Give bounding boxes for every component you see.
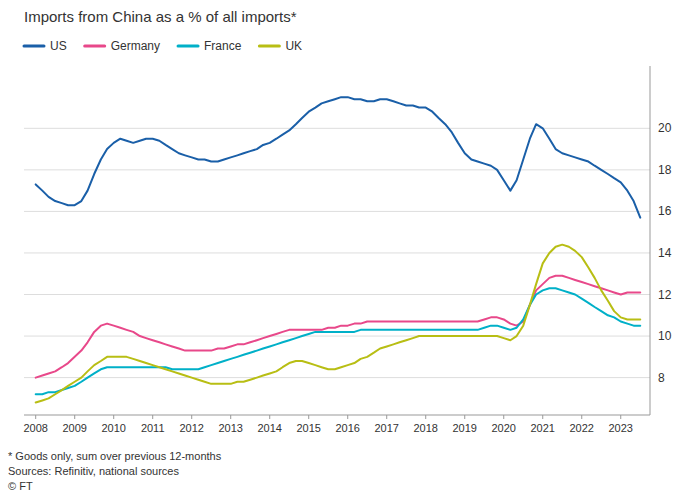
legend-label: France [204, 39, 242, 53]
grid-line [24, 211, 650, 212]
legend-item: UK [259, 39, 302, 53]
x-tick [191, 415, 192, 419]
x-tick-label: 2016 [335, 422, 359, 434]
x-tick [425, 415, 426, 419]
chart: Imports from China as a % of all imports… [0, 0, 700, 500]
x-tick [269, 415, 270, 419]
legend-swatch [259, 45, 279, 48]
y-tick-label: 20 [658, 121, 672, 135]
x-tick [503, 415, 504, 419]
x-tick [581, 415, 582, 419]
x-tick-label: 2020 [491, 422, 515, 434]
legend-label: UK [285, 39, 302, 53]
x-tick-label: 2015 [296, 422, 320, 434]
legend-item: Germany [85, 39, 160, 53]
y-tick-label: 8 [658, 371, 665, 385]
footnote: * Goods only, sum over previous 12-month… [8, 450, 222, 462]
x-tick [308, 415, 309, 419]
legend: US Germany France UK [24, 39, 302, 53]
x-axis-line [24, 415, 650, 416]
legend-label: Germany [111, 39, 160, 53]
x-tick [35, 415, 36, 419]
y-tick-label: 18 [658, 163, 672, 177]
x-tick-label: 2018 [413, 422, 437, 434]
x-tick-label: 2008 [23, 422, 47, 434]
x-tick-label: 2013 [218, 422, 242, 434]
footnote: Sources: Refinitiv, national sources [8, 465, 179, 477]
series-line [36, 97, 641, 217]
lines [36, 97, 641, 402]
legend-swatch [24, 45, 44, 48]
x-tick-label: 2012 [179, 422, 203, 434]
grid-line [24, 252, 650, 253]
x-tick-label: 2009 [62, 422, 86, 434]
x-tick [464, 415, 465, 419]
x-tick [230, 415, 231, 419]
grid-line [24, 377, 650, 378]
grid-line [24, 169, 650, 170]
legend-swatch [178, 45, 198, 48]
x-tick-label: 2011 [141, 422, 165, 434]
x-tick [74, 415, 75, 419]
y-tick-label: 14 [658, 246, 672, 260]
legend-label: US [50, 39, 67, 53]
legend-swatch [85, 45, 105, 48]
grid-line [24, 128, 650, 129]
series-line [36, 276, 641, 378]
y-tick-label: 16 [658, 204, 672, 218]
x-tick [386, 415, 387, 419]
x-tick-label: 2022 [570, 422, 594, 434]
x-tick-label: 2023 [609, 422, 633, 434]
y-tick-label: 12 [658, 288, 672, 302]
grid-line [24, 294, 650, 295]
x-tick-label: 2014 [257, 422, 281, 434]
x-tick-label: 2017 [374, 422, 398, 434]
x-tick [347, 415, 348, 419]
footnote: © FT [8, 480, 33, 492]
legend-item: US [24, 39, 67, 53]
x-tick [152, 415, 153, 419]
grid-line [24, 336, 650, 337]
y-tick-label: 10 [658, 329, 672, 343]
x-tick [620, 415, 621, 419]
x-tick-label: 2019 [452, 422, 476, 434]
y-axis-line [650, 66, 651, 415]
x-tick-label: 2021 [530, 422, 554, 434]
legend-item: France [178, 39, 242, 53]
title: Imports from China as a % of all imports… [24, 8, 297, 25]
grid [24, 128, 650, 377]
series-line [36, 288, 641, 394]
series-line [36, 245, 641, 403]
x-tick-label: 2010 [101, 422, 125, 434]
x-tick [542, 415, 543, 419]
x-tick [113, 415, 114, 419]
